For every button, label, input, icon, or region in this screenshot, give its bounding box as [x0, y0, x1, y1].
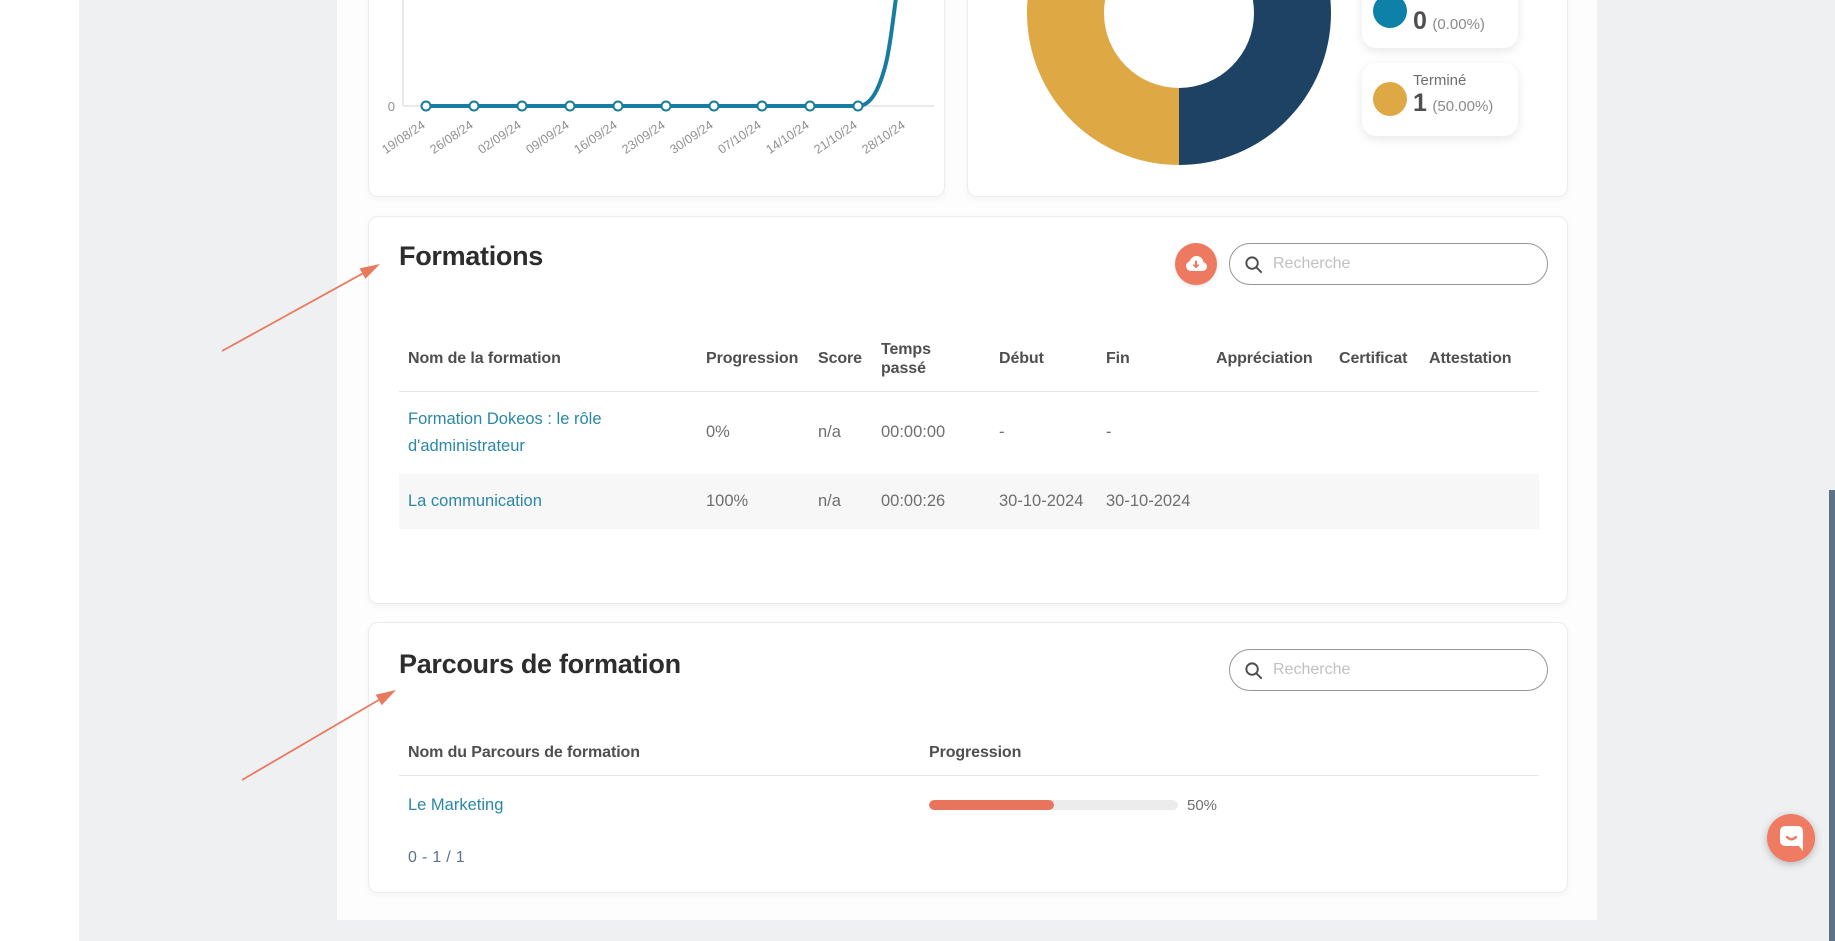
cell-attestation: [1429, 474, 1539, 529]
chat-bubble-icon: [1779, 825, 1803, 851]
svg-text:16/09/24: 16/09/24: [571, 118, 619, 157]
svg-text:23/09/24: 23/09/24: [619, 118, 667, 157]
progress-bar: 50%: [929, 797, 1539, 814]
formations-search-input[interactable]: [1273, 255, 1533, 273]
parcours-search-input[interactable]: [1273, 661, 1533, 679]
table-row: Formation Dokeos : le rôle d'administrat…: [399, 391, 1539, 474]
col-header-attestation: Attestation: [1429, 349, 1512, 367]
progress-fill: [929, 800, 1054, 811]
parcours-section: Parcours de formation Nom du Parcours de…: [368, 622, 1568, 893]
svg-text:14/10/24: 14/10/24: [763, 118, 811, 157]
col-header-fin: Fin: [1106, 349, 1130, 367]
svg-text:28/10/24: 28/10/24: [859, 118, 907, 157]
col-header-temps: Temps passé: [881, 340, 931, 377]
line-series: [424, 0, 898, 108]
formations-header-row: Nom de la formation Progression Score Te…: [399, 327, 1539, 391]
legend-percentage: (50.00%): [1432, 98, 1494, 115]
cloud-download-icon: [1186, 256, 1207, 271]
cell-fin: 30-10-2024: [1106, 492, 1191, 510]
course-link[interactable]: Formation Dokeos : le rôle d'administrat…: [408, 409, 602, 455]
parcours-search: [1229, 649, 1548, 691]
cell-progression: 100%: [706, 492, 749, 510]
parcours-header-row: Nom du Parcours de formation Progression: [399, 731, 1539, 775]
cell-appreciation: [1216, 474, 1339, 529]
svg-text:09/09/24: 09/09/24: [523, 118, 571, 157]
svg-text:07/10/24: 07/10/24: [715, 118, 763, 157]
table-row: La communication 100% n/a 00:00:26 30-10…: [399, 474, 1539, 529]
page-scrollbar-thumb[interactable]: [1829, 490, 1835, 941]
line-chart-card: 0 19/08/24 26/08/24 02/09/24 09/09/24 16…: [368, 0, 945, 197]
cell-score: n/a: [818, 492, 841, 510]
legend-label: Terminé: [1413, 72, 1467, 89]
legend-count: 1: [1413, 89, 1427, 117]
col-header-score: Score: [818, 349, 862, 367]
cell-fin: -: [1106, 423, 1112, 442]
cell-attestation: [1429, 391, 1539, 474]
formations-section: Formations Nom de la formation Progressi…: [368, 216, 1568, 780]
line-chart: 0 19/08/24 26/08/24 02/09/24 09/09/24 16…: [379, 0, 934, 157]
svg-text:19/08/24: 19/08/24: [379, 118, 427, 157]
progress-track: [929, 800, 1178, 811]
parcours-table: Nom du Parcours de formation Progression…: [399, 731, 1539, 835]
cell-certificat: [1339, 474, 1429, 529]
table-row: Le Marketing 50%: [399, 775, 1539, 835]
formations-title: Formations: [399, 241, 544, 271]
cell-progression: 0%: [706, 423, 730, 442]
col-header-nom-parcours: Nom du Parcours de formation: [408, 743, 640, 761]
legend-count: 0: [1413, 7, 1427, 35]
col-header-appreciation: Appréciation: [1216, 349, 1313, 367]
donut-legend-item-1[interactable]: 0 (0.00%): [1362, 0, 1518, 48]
formations-search: [1229, 243, 1548, 285]
col-header-progression: Progression: [706, 349, 799, 367]
legend-dot-gold-icon: [1373, 82, 1407, 116]
cell-appreciation: [1216, 391, 1339, 474]
svg-text:30/09/24: 30/09/24: [667, 118, 715, 157]
line-markers: [420, 100, 864, 112]
cell-score: n/a: [818, 423, 841, 442]
y-axis-zero-label: 0: [388, 99, 395, 114]
cell-temps: 00:00:26: [881, 492, 946, 510]
col-header-progression: Progression: [929, 743, 1022, 761]
legend-percentage: (0.00%): [1432, 16, 1485, 33]
search-icon: [1245, 255, 1263, 273]
parcours-title: Parcours de formation: [399, 649, 681, 679]
progress-label: 50%: [1187, 796, 1218, 814]
course-link[interactable]: La communication: [408, 492, 542, 510]
svg-text:21/10/24: 21/10/24: [811, 118, 859, 157]
parcours-pagination: 0 - 1 / 1: [408, 849, 465, 866]
svg-text:26/08/24: 26/08/24: [427, 118, 475, 157]
svg-text:02/09/24: 02/09/24: [475, 118, 523, 157]
export-download-button[interactable]: [1175, 243, 1217, 285]
search-icon: [1245, 661, 1263, 679]
col-header-certificat: Certificat: [1339, 349, 1408, 367]
col-header-nom: Nom de la formation: [408, 349, 561, 367]
donut-legend-item-2[interactable]: Terminé 1 (50.00%): [1362, 63, 1518, 136]
cell-certificat: [1339, 391, 1429, 474]
left-white-strip: [0, 0, 79, 941]
donut-chart-card: 0 (0.00%) Terminé 1 (50.00%): [967, 0, 1568, 197]
formations-table: Nom de la formation Progression Score Te…: [399, 327, 1539, 529]
legend-dot-teal-icon: [1373, 0, 1407, 28]
cell-debut: 30-10-2024: [999, 492, 1084, 510]
parcours-link[interactable]: Le Marketing: [408, 795, 504, 814]
col-header-debut: Début: [999, 349, 1044, 367]
chat-widget-button[interactable]: [1767, 814, 1815, 862]
x-axis-tick-labels: 19/08/24 26/08/24 02/09/24 09/09/24 16/0…: [379, 118, 907, 157]
cell-temps: 00:00:00: [881, 423, 946, 442]
cell-debut: -: [999, 423, 1005, 442]
